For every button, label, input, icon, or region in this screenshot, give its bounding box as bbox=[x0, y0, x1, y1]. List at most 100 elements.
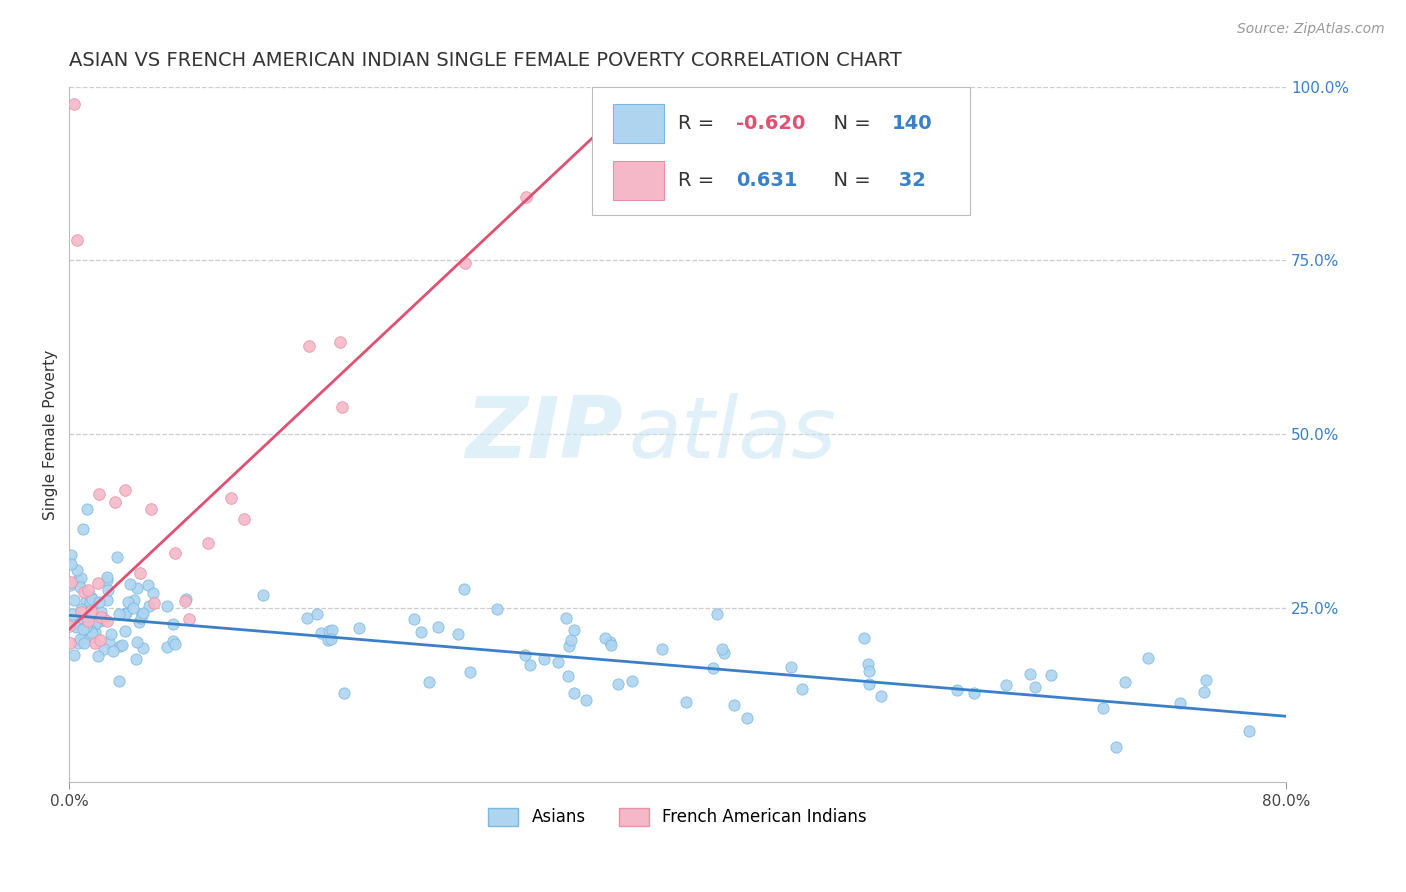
Point bbox=[321, 623, 343, 637]
Point bbox=[96, 593, 118, 607]
Bar bbox=[613, 161, 664, 200]
Point bbox=[87, 486, 110, 500]
Point bbox=[558, 639, 581, 653]
Point bbox=[75, 610, 97, 624]
Point bbox=[600, 638, 623, 652]
Point bbox=[69, 606, 91, 620]
Point bbox=[67, 636, 90, 650]
Point bbox=[72, 585, 94, 599]
Point bbox=[1195, 673, 1218, 687]
Point bbox=[162, 633, 184, 648]
Text: R =: R = bbox=[678, 114, 720, 133]
Text: 0.631: 0.631 bbox=[735, 171, 797, 190]
Point bbox=[156, 599, 179, 613]
Point bbox=[60, 575, 83, 590]
Point bbox=[87, 649, 110, 664]
Point bbox=[83, 636, 105, 650]
Point bbox=[319, 632, 342, 646]
Point bbox=[675, 695, 697, 709]
Point bbox=[621, 673, 644, 688]
Point bbox=[79, 595, 101, 609]
Y-axis label: Single Female Poverty: Single Female Poverty bbox=[44, 350, 58, 519]
Point bbox=[70, 571, 93, 585]
Text: 140: 140 bbox=[891, 114, 932, 133]
Legend: Asians, French American Indians: Asians, French American Indians bbox=[481, 801, 873, 833]
Point bbox=[702, 661, 724, 675]
Point bbox=[547, 655, 569, 669]
Point bbox=[1039, 668, 1062, 682]
Point bbox=[72, 622, 94, 636]
Point bbox=[75, 620, 97, 634]
Point bbox=[177, 612, 200, 626]
Point bbox=[165, 546, 187, 560]
Point bbox=[309, 625, 332, 640]
Point bbox=[93, 642, 115, 657]
Point bbox=[132, 606, 155, 620]
Point bbox=[125, 581, 148, 595]
Text: N =: N = bbox=[821, 171, 877, 190]
Point bbox=[136, 578, 159, 592]
Point bbox=[89, 632, 111, 647]
Point bbox=[122, 593, 145, 607]
Text: atlas: atlas bbox=[628, 393, 837, 476]
Text: Source: ZipAtlas.com: Source: ZipAtlas.com bbox=[1237, 22, 1385, 37]
Point bbox=[97, 583, 120, 598]
Point bbox=[174, 594, 197, 608]
Point bbox=[858, 677, 880, 691]
Point bbox=[76, 614, 98, 628]
Point bbox=[780, 660, 803, 674]
Point bbox=[77, 583, 100, 598]
Point bbox=[252, 588, 274, 602]
Point bbox=[93, 612, 115, 626]
Point bbox=[139, 501, 162, 516]
Point bbox=[124, 652, 146, 666]
Point bbox=[101, 644, 124, 658]
Point bbox=[458, 665, 481, 679]
Point bbox=[65, 563, 87, 577]
Point bbox=[402, 612, 425, 626]
Point bbox=[519, 657, 541, 672]
Point bbox=[59, 548, 82, 562]
Point bbox=[706, 607, 728, 622]
Point bbox=[62, 96, 84, 111]
Point bbox=[96, 573, 118, 587]
Point bbox=[80, 626, 103, 640]
Point bbox=[233, 512, 256, 526]
Point bbox=[307, 607, 329, 622]
Point bbox=[80, 590, 103, 604]
Point bbox=[72, 522, 94, 536]
Text: 32: 32 bbox=[891, 171, 925, 190]
Point bbox=[555, 610, 578, 624]
Point bbox=[1192, 685, 1215, 699]
FancyBboxPatch shape bbox=[592, 87, 970, 215]
Point bbox=[562, 686, 585, 700]
Point bbox=[80, 604, 103, 618]
Point bbox=[77, 632, 100, 647]
Point bbox=[735, 710, 758, 724]
Text: ZIP: ZIP bbox=[465, 393, 623, 476]
Point bbox=[560, 632, 582, 647]
Point bbox=[75, 594, 97, 608]
Point bbox=[138, 599, 160, 613]
Point bbox=[1091, 701, 1114, 715]
Point bbox=[409, 625, 432, 640]
Point bbox=[104, 495, 127, 509]
Point bbox=[946, 683, 969, 698]
Point bbox=[1168, 696, 1191, 710]
Point bbox=[1114, 675, 1136, 690]
Point bbox=[533, 652, 555, 666]
Point bbox=[66, 573, 89, 587]
Text: ASIAN VS FRENCH AMERICAN INDIAN SINGLE FEMALE POVERTY CORRELATION CHART: ASIAN VS FRENCH AMERICAN INDIAN SINGLE F… bbox=[69, 51, 903, 70]
Point bbox=[333, 686, 356, 700]
Point bbox=[650, 641, 672, 656]
Bar bbox=[613, 104, 664, 143]
Point bbox=[120, 577, 142, 591]
Point bbox=[575, 693, 598, 707]
Point bbox=[100, 626, 122, 640]
Point bbox=[129, 611, 152, 625]
Point bbox=[1237, 723, 1260, 738]
Point bbox=[90, 605, 112, 619]
Point bbox=[80, 624, 103, 638]
Point bbox=[60, 617, 83, 632]
Point bbox=[330, 400, 353, 414]
